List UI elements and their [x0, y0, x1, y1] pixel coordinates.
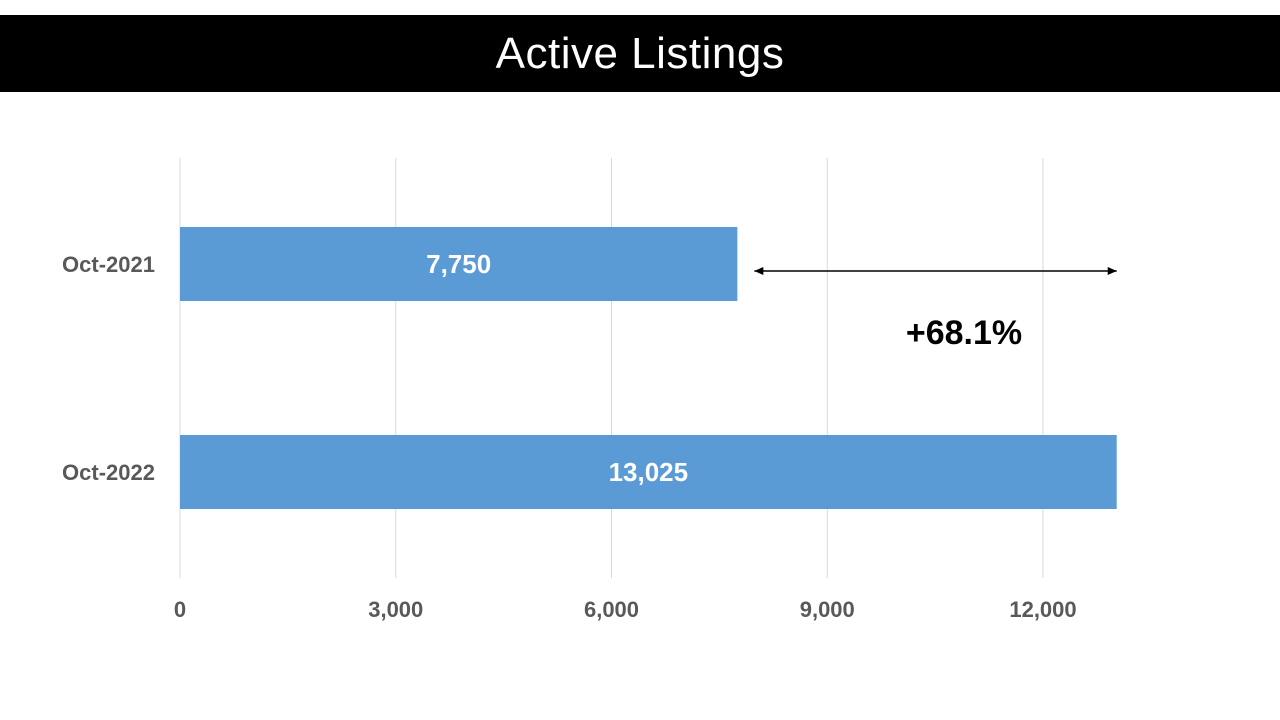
- bar-oct-2021: [180, 227, 738, 301]
- labels: 0 3,000 6,000 9,000 12,000 7,750 Oct-2021 13,02…: [62, 249, 1077, 622]
- bars: [180, 227, 1117, 509]
- x-tick-label: 0: [174, 597, 186, 622]
- data-label: 7,750: [426, 249, 491, 279]
- title-bar: Active Listings: [0, 15, 1280, 92]
- gridlines: [179, 158, 1044, 578]
- percent-change-label: +68.1%: [906, 314, 1022, 352]
- category-label: Oct-2021: [62, 252, 155, 277]
- arrowhead-left-icon: [754, 267, 764, 275]
- x-tick-label: 6,000: [584, 597, 639, 622]
- change-annotation: +68.1%: [754, 267, 1117, 352]
- x-tick-label: 12,000: [1009, 597, 1076, 622]
- category-label: Oct-2022: [62, 460, 155, 485]
- bar-oct-2022: [180, 435, 1117, 509]
- x-tick-label: 3,000: [368, 597, 423, 622]
- x-tick-label: 9,000: [800, 597, 855, 622]
- arrowhead-right-icon: [1107, 267, 1117, 275]
- chart-title: Active Listings: [495, 28, 785, 78]
- data-label: 13,025: [609, 457, 689, 487]
